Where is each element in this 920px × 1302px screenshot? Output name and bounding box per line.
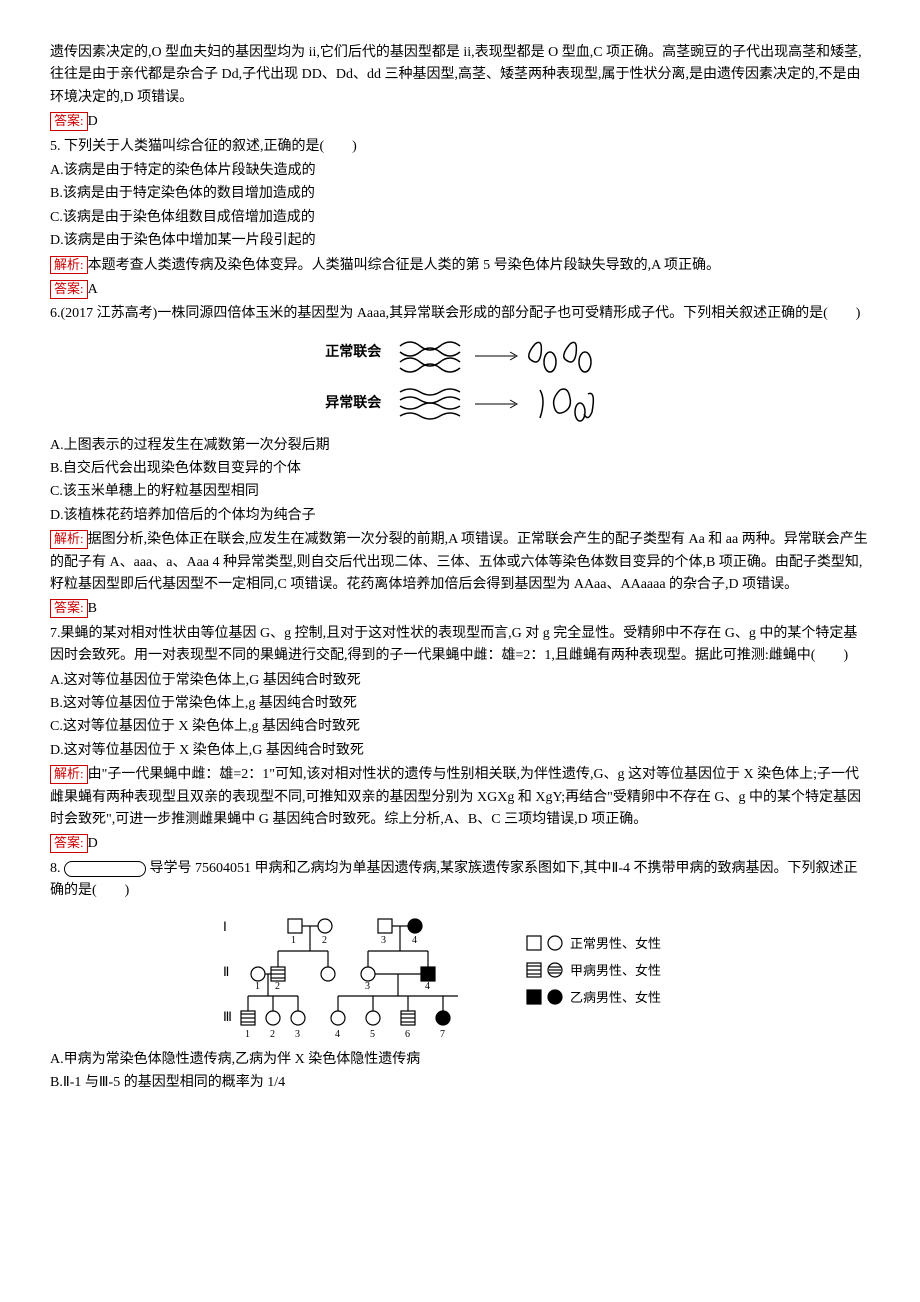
q5-analysis-text: 本题考查人类遗传病及染色体变异。人类猫叫综合征是人类的第 5 号染色体片段缺失导… [88,258,720,273]
q6-answer-line: 答案:B [50,598,870,620]
q6-option-c: C.该玉米单穗上的籽粒基因型相同 [50,481,870,503]
svg-text:5: 5 [370,1029,375,1040]
q8-prefix: 8. [50,861,61,876]
svg-text:6: 6 [405,1029,410,1040]
q7-option-b: B.这对等位基因位于常染色体上,g 基因纯合时致死 [50,693,870,715]
q6-analysis-text: 据图分析,染色体正在联会,应发生在减数第一次分裂的前期,A 项错误。正常联会产生… [50,532,868,592]
q5-option-d: D.该病是由于染色体中增加某一片段引起的 [50,230,870,252]
q5-option-c: C.该病是由于染色体组数目成倍增加造成的 [50,207,870,229]
legend-yi-text: 乙病男性、女性 [570,990,661,1005]
q7-answer-line: 答案:D [50,833,870,855]
q5-stem: 5. 下列关于人类猫叫综合征的叙述,正确的是( ) [50,136,870,158]
q5-answer-value: A [88,282,98,297]
analysis-label-box: 解析: [50,256,88,275]
q5-answer-line: 答案:A [50,279,870,301]
q5-option-a: A.该病是由于特定的染色体片段缺失造成的 [50,160,870,182]
chromosome-abnormal-icon [395,382,595,427]
intro-answer-line: 答案:D [50,111,870,133]
gen-label-1: Ⅰ [223,919,227,934]
svg-text:1: 1 [255,981,260,992]
svg-text:7: 7 [440,1029,445,1040]
q7-option-d: D.这对等位基因位于 X 染色体上,G 基因纯合时致死 [50,740,870,762]
q8-option-b: B.Ⅱ-1 与Ⅲ-5 的基因型相同的概率为 1/4 [50,1072,870,1094]
answer-label-box: 答案: [50,280,88,299]
svg-text:4: 4 [425,981,430,992]
q6-option-a: A.上图表示的过程发生在减数第一次分裂后期 [50,435,870,457]
q5-option-b: B.该病是由于特定染色体的数目增加造成的 [50,183,870,205]
legend-jia-text: 甲病男性、女性 [570,963,661,978]
q6-option-b: B.自交后代会出现染色体数目变异的个体 [50,458,870,480]
q8-stem: 8. 导学号 75604051 甲病和乙病均为单基因遗传病,某家族遗传家系图如下… [50,858,870,903]
q7-answer-value: D [88,836,98,851]
q5-analysis-line: 解析:本题考查人类遗传病及染色体变异。人类猫叫综合征是人类的第 5 号染色体片段… [50,255,870,277]
pedigree-diagram-icon: Ⅰ Ⅱ Ⅲ 1 2 3 4 [218,911,498,1041]
q6-option-d: D.该植株花药培养加倍后的个体均为纯合子 [50,505,870,527]
svg-text:3: 3 [381,935,386,946]
cloze-blank-icon [64,861,146,877]
chromosome-normal-icon [395,334,595,374]
q6-fig-label-normal: 正常联会 [325,342,381,364]
q8-pedigree-figure: Ⅰ Ⅱ Ⅲ 1 2 3 4 [50,911,870,1041]
pedigree-legend-icon: 正常男性、女性 甲病男性、女性 乙病男性、女性 [522,931,702,1021]
svg-text:2: 2 [322,935,327,946]
q6-figure-abnormal: 异常联会 [50,382,870,427]
answer-label-box: 答案: [50,112,88,131]
q7-analysis-line: 解析:由"子一代果蝇中雌：雄=2：1"可知,该对相对性状的遗传与性别相关联,为伴… [50,764,870,831]
svg-text:3: 3 [365,981,370,992]
q7-option-c: C.这对等位基因位于 X 染色体上,g 基因纯合时致死 [50,716,870,738]
analysis-label-box: 解析: [50,530,88,549]
q8-option-a: A.甲病为常染色体隐性遗传病,乙病为伴 X 染色体隐性遗传病 [50,1049,870,1071]
q7-option-a: A.这对等位基因位于常染色体上,G 基因纯合时致死 [50,670,870,692]
svg-text:2: 2 [270,1029,275,1040]
q8-guide: 导学号 75604051 甲病和乙病均为单基因遗传病,某家族遗传家系图如下,其中… [50,861,858,898]
q7-analysis-text: 由"子一代果蝇中雌：雄=2：1"可知,该对相对性状的遗传与性别相关联,为伴性遗传… [50,767,861,827]
answer-label-box: 答案: [50,834,88,853]
q7-stem: 7.果蝇的某对相对性状由等位基因 G、g 控制,且对于这对性状的表现型而言,G … [50,623,870,668]
gen-label-3: Ⅲ [223,1009,232,1024]
legend-normal-text: 正常男性、女性 [570,936,661,951]
q6-fig-label-abnormal: 异常联会 [325,393,381,415]
svg-text:2: 2 [275,981,280,992]
q6-analysis-line: 解析:据图分析,染色体正在联会,应发生在减数第一次分裂的前期,A 项错误。正常联… [50,529,870,596]
intro-answer-value: D [88,114,98,129]
answer-label-box: 答案: [50,599,88,618]
svg-text:1: 1 [245,1029,250,1040]
q6-stem: 6.(2017 江苏高考)一株同源四倍体玉米的基因型为 Aaaa,其异常联会形成… [50,303,870,325]
svg-text:4: 4 [335,1029,340,1040]
q6-answer-value: B [88,601,97,616]
svg-text:3: 3 [295,1029,300,1040]
q6-figure-normal: 正常联会 [50,334,870,374]
analysis-label-box: 解析: [50,765,88,784]
svg-text:4: 4 [412,935,417,946]
gen-label-2: Ⅱ [223,964,229,979]
intro-text: 遗传因素决定的,O 型血夫妇的基因型均为 ii,它们后代的基因型都是 ii,表现… [50,42,870,109]
svg-text:1: 1 [291,935,296,946]
